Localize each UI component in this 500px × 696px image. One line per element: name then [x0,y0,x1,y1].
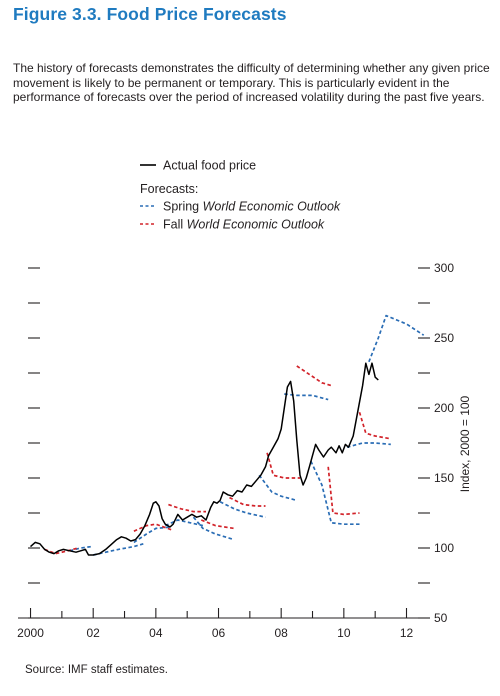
legend-spring-label: Spring World Economic Outlook [163,200,341,214]
fall-forecast-line [168,503,206,513]
fall-forecast-line [229,496,266,507]
fall-forecast-line [358,411,391,440]
y-tick-label: 200 [434,401,454,415]
figure-description: The history of forecasts demonstrates th… [13,61,490,105]
chart-series [30,314,425,556]
fall-forecast-line [327,466,360,516]
spring-forecast-line [219,501,266,519]
source-note: Source: IMF staff estimates. [25,664,168,676]
fall-forecast-line [266,452,300,479]
fall-forecast-line [44,547,78,555]
y-tick-label: 150 [434,471,454,485]
spring-forecast-line [258,474,298,502]
spring-forecast-line [164,519,204,527]
legend-spring-prefix: Spring [163,200,203,214]
x-tick-label: 12 [400,626,414,640]
spring-forecast-line [310,460,360,526]
y-axis-label: Index, 2000 = 100 [458,395,472,492]
spring-forecast-line [93,542,144,556]
spring-forecast-line [69,545,92,552]
y-tick-label: 250 [434,331,454,345]
spring-forecast-line [284,393,329,401]
figure-title: Figure 3.3. Food Price Forecasts [13,4,287,24]
fall-forecast-line [296,365,332,387]
y-tick-label: 100 [434,541,454,555]
fall-forecast-line [200,519,235,530]
legend: Actual food price Forecasts: Spring Worl… [140,159,341,232]
x-tick-label: 04 [149,626,163,640]
legend-fall-weo: World Economic Outlook [187,218,325,232]
x-tick-label: 02 [87,626,101,640]
legend-actual-label: Actual food price [163,159,256,173]
fall-forecast-line [133,523,172,532]
spring-forecast-line [192,516,235,541]
spring-forecast-line [133,526,172,544]
chart-frame: 50 100 150 200 250 300 2000 02 04 06 08 10 12 [17,261,454,640]
y-tick-label: 300 [434,261,454,275]
spring-forecast-line [346,442,391,449]
actual-food-price-line [30,362,379,556]
x-tick-label: 2000 [17,626,44,640]
x-tick-label: 08 [274,626,288,640]
legend-fall-prefix: Fall [163,218,187,232]
legend-forecasts-header: Forecasts: [140,182,198,196]
x-tick-label: 06 [212,626,226,640]
legend-spring-weo: World Economic Outlook [203,200,341,214]
y-tick-label: 50 [434,611,448,625]
legend-fall-label: Fall World Economic Outlook [163,218,325,232]
spring-forecast-line [368,314,425,363]
x-tick-label: 10 [337,626,351,640]
